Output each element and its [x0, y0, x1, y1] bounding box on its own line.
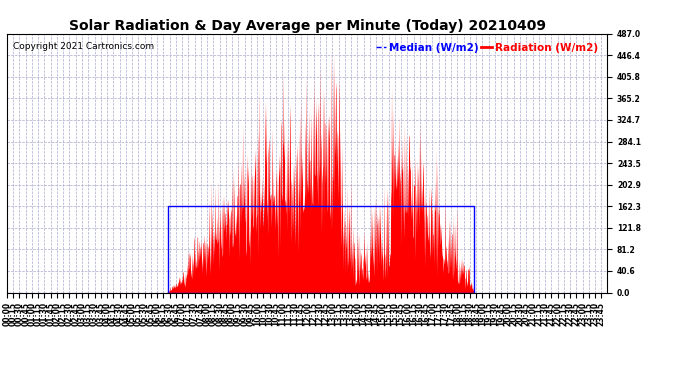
- Bar: [168, 206, 474, 292]
- Text: Copyright 2021 Cartronics.com: Copyright 2021 Cartronics.com: [13, 42, 154, 51]
- Legend: Median (W/m2), Radiation (W/m2): Median (W/m2), Radiation (W/m2): [372, 39, 602, 57]
- Title: Solar Radiation & Day Average per Minute (Today) 20210409: Solar Radiation & Day Average per Minute…: [68, 19, 546, 33]
